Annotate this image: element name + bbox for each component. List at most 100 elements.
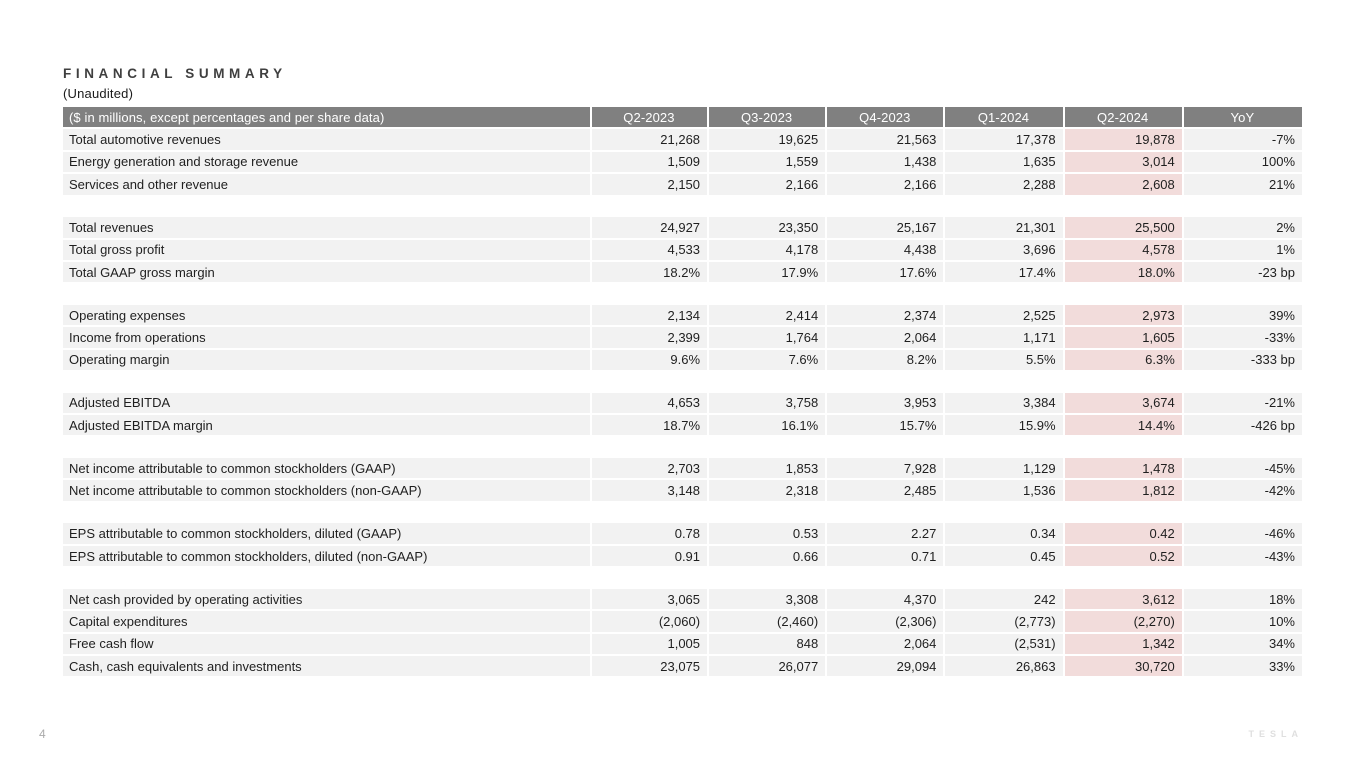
spacer-cell	[1064, 372, 1182, 391]
value-cell: 1,853	[709, 458, 826, 479]
value-cell: 2,703	[591, 458, 708, 479]
row-label: Operating margin	[63, 349, 590, 371]
row-label: Free cash flow	[63, 633, 590, 654]
value-cell: 2,064	[827, 633, 944, 654]
spacer-cell	[945, 284, 1063, 303]
value-cell: 4,370	[827, 588, 944, 610]
value-cell: 8.2%	[827, 349, 944, 371]
spacer-cell	[827, 437, 944, 457]
value-cell: 1,129	[945, 458, 1063, 479]
value-cell: 26,863	[945, 655, 1063, 677]
value-cell: (2,531)	[945, 633, 1063, 654]
value-cell: 17,378	[945, 129, 1063, 150]
value-cell: 848	[709, 633, 826, 654]
row-label: Adjusted EBITDA	[63, 392, 590, 414]
row-label: Net income attributable to common stockh…	[63, 458, 590, 479]
row-label: Total gross profit	[63, 239, 590, 260]
value-cell: 3,612	[1064, 588, 1182, 610]
value-cell: 2,150	[591, 174, 708, 195]
yoy-cell: 2%	[1183, 217, 1302, 238]
spacer-row	[63, 372, 1302, 391]
table-row: Net income attributable to common stockh…	[63, 458, 1302, 479]
column-header: YoY	[1183, 107, 1302, 128]
value-cell: 19,878	[1064, 129, 1182, 150]
yoy-cell: -426 bp	[1183, 415, 1302, 436]
page-title: FINANCIAL SUMMARY	[63, 66, 287, 81]
value-cell: 2,064	[827, 327, 944, 348]
row-label: Operating expenses	[63, 304, 590, 326]
table-row: Operating margin 9.6% 7.6% 8.2% 5.5% 6.3% -333…	[63, 349, 1302, 371]
yoy-cell: -33%	[1183, 327, 1302, 348]
page-subtitle: (Unaudited)	[63, 86, 134, 101]
value-cell: 1,764	[709, 327, 826, 348]
table-row: Operating expenses 2,134 2,414 2,374 2,525 2,…	[63, 304, 1302, 326]
column-header: Q1-2024	[945, 107, 1063, 128]
value-cell: (2,460)	[709, 611, 826, 632]
table-row: Energy generation and storage revenue 1,5…	[63, 151, 1302, 173]
column-header: Q3-2023	[709, 107, 826, 128]
table-row: Capital expenditures (2,060) (2,460) (2,306…	[63, 611, 1302, 632]
spacer-cell	[1183, 568, 1302, 587]
value-cell: (2,060)	[591, 611, 708, 632]
page-number: 4	[39, 727, 46, 741]
yoy-cell: -43%	[1183, 545, 1302, 567]
value-cell: 17.6%	[827, 261, 944, 283]
value-cell: 1,171	[945, 327, 1063, 348]
spacer-cell	[1064, 284, 1182, 303]
table-row: Total gross profit 4,533 4,178 4,438 3,696 4,…	[63, 239, 1302, 260]
title-block: FINANCIAL SUMMARY (Unaudited)	[63, 66, 287, 101]
spacer-cell	[827, 372, 944, 391]
column-header-caption: ($ in millions, except percentages and p…	[63, 107, 590, 128]
table-row: Net cash provided by operating activitie…	[63, 588, 1302, 610]
value-cell: 0.34	[945, 523, 1063, 544]
value-cell: 7.6%	[709, 349, 826, 371]
row-label: Income from operations	[63, 327, 590, 348]
value-cell: 2,318	[709, 480, 826, 501]
value-cell: 9.6%	[591, 349, 708, 371]
table-row: Net income attributable to common stockh…	[63, 480, 1302, 501]
spacer-cell	[1064, 196, 1182, 216]
value-cell: 17.9%	[709, 261, 826, 283]
row-label: Adjusted EBITDA margin	[63, 415, 590, 436]
value-cell: 1,478	[1064, 458, 1182, 479]
spacer-cell	[945, 568, 1063, 587]
table-header-row: ($ in millions, except percentages and p…	[63, 107, 1302, 128]
value-cell: 0.91	[591, 545, 708, 567]
financial-table: ($ in millions, except percentages and p…	[61, 105, 1304, 678]
value-cell: 0.53	[709, 523, 826, 544]
column-header: Q2-2023	[591, 107, 708, 128]
yoy-cell: 33%	[1183, 655, 1302, 677]
spacer-cell	[1064, 502, 1182, 522]
row-label: EPS attributable to common stockholders,…	[63, 523, 590, 544]
value-cell: 1,559	[709, 151, 826, 173]
yoy-cell: -46%	[1183, 523, 1302, 544]
spacer-cell	[63, 196, 590, 216]
value-cell: 1,342	[1064, 633, 1182, 654]
spacer-cell	[709, 502, 826, 522]
column-header: Q2-2024	[1064, 107, 1182, 128]
yoy-cell: 100%	[1183, 151, 1302, 173]
value-cell: 3,308	[709, 588, 826, 610]
yoy-cell: -45%	[1183, 458, 1302, 479]
spacer-cell	[591, 502, 708, 522]
brand-logo: TESLA	[1248, 729, 1303, 739]
value-cell: 3,065	[591, 588, 708, 610]
yoy-cell: 1%	[1183, 239, 1302, 260]
spacer-cell	[591, 372, 708, 391]
value-cell: 2,374	[827, 304, 944, 326]
value-cell: 1,005	[591, 633, 708, 654]
table-row: Income from operations 2,399 1,764 2,064 1,1…	[63, 327, 1302, 348]
spacer-cell	[827, 502, 944, 522]
table-row: Services and other revenue 2,150 2,166 2,16…	[63, 174, 1302, 195]
value-cell: 14.4%	[1064, 415, 1182, 436]
value-cell: 0.71	[827, 545, 944, 567]
yoy-cell: -333 bp	[1183, 349, 1302, 371]
spacer-cell	[1183, 284, 1302, 303]
value-cell: 3,953	[827, 392, 944, 414]
value-cell: 24,927	[591, 217, 708, 238]
table-row: Adjusted EBITDA 4,653 3,758 3,953 3,384 3,674…	[63, 392, 1302, 414]
value-cell: 21,563	[827, 129, 944, 150]
value-cell: 19,625	[709, 129, 826, 150]
value-cell: 18.7%	[591, 415, 708, 436]
value-cell: 1,509	[591, 151, 708, 173]
